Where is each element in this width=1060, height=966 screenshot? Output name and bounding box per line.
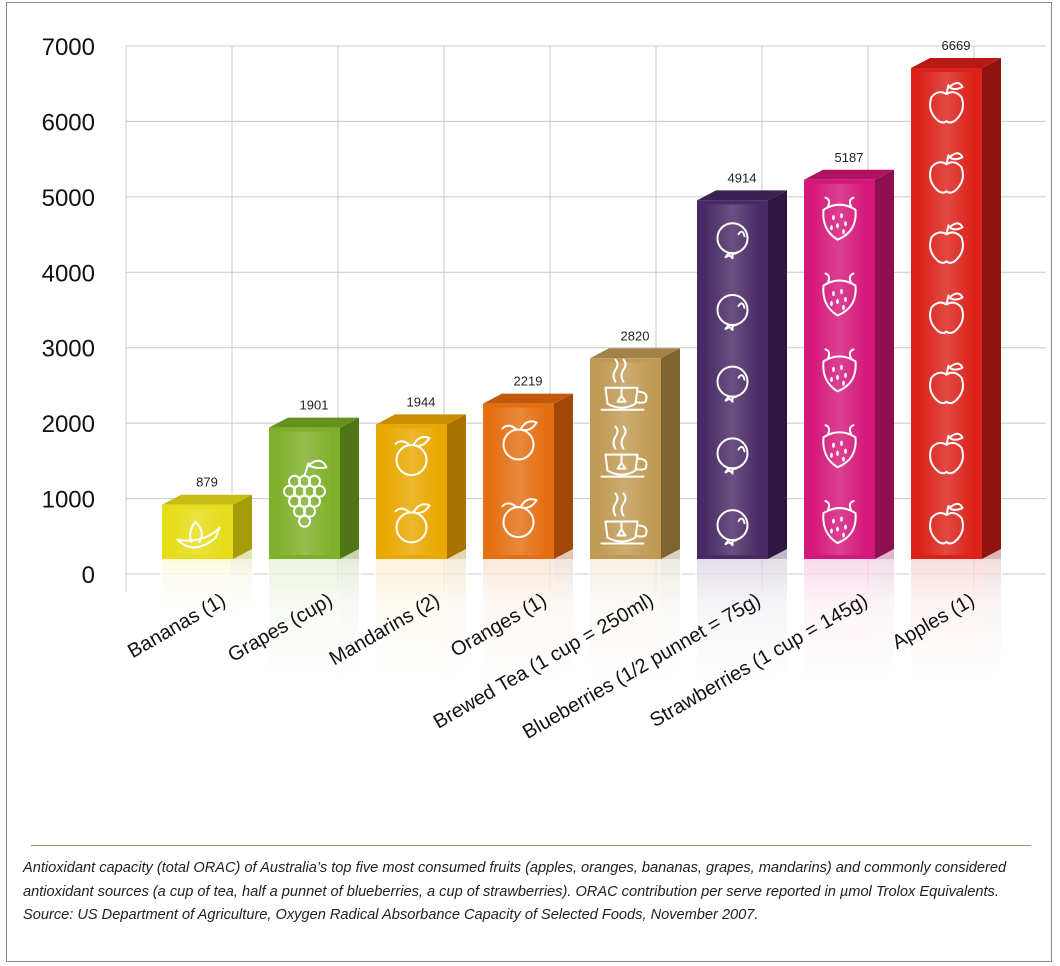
bar-top — [697, 190, 787, 201]
bar-side — [233, 494, 252, 559]
y-axis-ticks: 0 1000 2000 3000 4000 5000 6000 7000 — [42, 34, 95, 589]
y-tick-label: 6000 — [42, 109, 95, 136]
bar-gloss — [491, 407, 546, 555]
apple-icon — [929, 222, 964, 264]
bar-reflection — [374, 549, 468, 681]
bar-top — [911, 57, 1001, 68]
bar-gloss — [812, 183, 867, 555]
apple-icon — [929, 152, 964, 194]
strawberry-icon — [822, 500, 857, 545]
bar-2 — [376, 414, 466, 559]
y-tick-label: 5000 — [42, 185, 95, 212]
value-label: 2219 — [514, 374, 543, 389]
teacup-icon — [600, 425, 648, 478]
value-labels: 879 1901 1944 2219 2820 4914 5187 6669 — [196, 38, 970, 490]
chart-caption: Antioxidant capacity (total ORAC) of Aus… — [23, 860, 1007, 923]
y-tick-label: 2000 — [42, 411, 95, 438]
y-tick-label: 0 — [82, 562, 95, 589]
value-label: 5187 — [835, 150, 864, 165]
apple-icon — [929, 292, 964, 334]
apple-icon — [929, 432, 964, 475]
apple-icon — [929, 362, 964, 405]
value-label: 4914 — [728, 170, 757, 185]
bar-top — [162, 494, 252, 505]
bar-side — [340, 417, 359, 559]
value-label: 2820 — [621, 328, 650, 343]
bar-gloss — [384, 428, 439, 555]
blueberry-icon — [716, 437, 749, 475]
bar-reflection — [481, 549, 575, 681]
bar-reflection — [909, 549, 1003, 681]
bar-reflection — [802, 549, 896, 681]
value-label: 1901 — [300, 398, 329, 413]
caption-divider — [31, 845, 1031, 846]
strawberry-icon — [822, 348, 857, 393]
bar-reflections — [160, 549, 1003, 681]
bar-reflection — [267, 549, 361, 681]
teacup-icon — [600, 492, 648, 545]
bar-chart: 0 1000 2000 3000 4000 5000 6000 7000 879 1901 194… — [42, 34, 1046, 744]
bars — [162, 57, 1001, 559]
bar-gloss — [705, 204, 760, 555]
bar-top — [269, 417, 359, 428]
blueberry-icon — [716, 365, 749, 403]
y-tick-label: 3000 — [42, 336, 95, 363]
bar-6 — [804, 169, 894, 559]
bar-side — [768, 190, 787, 559]
bar-top — [483, 393, 573, 404]
bar-5 — [697, 190, 787, 559]
value-label: 6669 — [942, 38, 971, 53]
bar-reflection — [695, 549, 789, 681]
grapes-icon — [283, 459, 328, 528]
orange-icon — [501, 420, 538, 461]
strawberry-icon — [822, 272, 857, 317]
bar-top — [590, 348, 680, 359]
bar-gloss — [919, 71, 974, 555]
orange-icon — [501, 498, 538, 539]
bar-side — [661, 348, 680, 559]
y-tick-label: 4000 — [42, 260, 95, 287]
teacup-icon — [600, 358, 648, 411]
y-tick-label: 7000 — [42, 34, 95, 61]
strawberry-icon — [822, 196, 857, 241]
bar-reflection — [160, 549, 254, 616]
blueberry-icon — [716, 509, 749, 547]
bar-3 — [483, 393, 573, 559]
bar-4 — [590, 348, 680, 559]
mandarin-icon — [394, 435, 431, 477]
blueberry-icon — [716, 293, 749, 331]
bar-side — [554, 393, 573, 559]
bar-top — [804, 169, 894, 180]
mandarin-icon — [394, 503, 431, 544]
bar-side — [447, 414, 466, 559]
grid-lines — [125, 45, 1046, 592]
bar-reflection — [588, 549, 682, 681]
blueberry-icon — [716, 222, 749, 260]
y-tick-label: 1000 — [42, 487, 95, 514]
strawberry-icon — [822, 424, 857, 469]
apple-icon — [929, 82, 964, 124]
bar-0 — [162, 494, 252, 559]
bar-side — [982, 57, 1001, 559]
bar-top — [376, 414, 466, 425]
bar-side — [875, 169, 894, 559]
apple-icon — [929, 502, 964, 545]
bar-1 — [269, 417, 359, 559]
bar-7 — [911, 57, 1001, 559]
value-label: 1944 — [407, 394, 436, 409]
banana-icon — [176, 520, 221, 549]
value-label: 879 — [196, 475, 218, 490]
